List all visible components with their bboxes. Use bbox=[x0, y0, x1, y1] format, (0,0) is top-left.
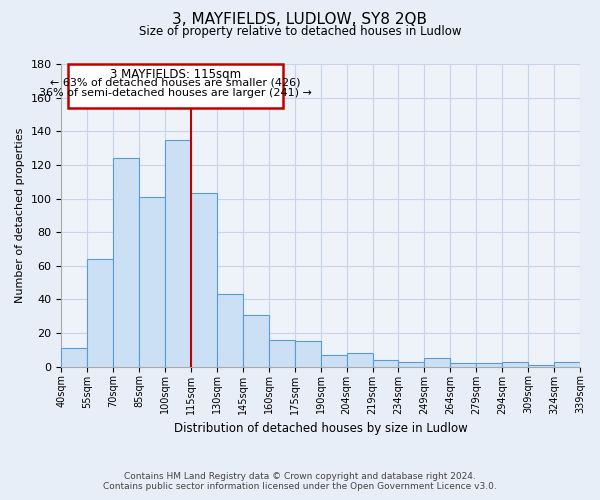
Text: 3, MAYFIELDS, LUDLOW, SY8 2QB: 3, MAYFIELDS, LUDLOW, SY8 2QB bbox=[173, 12, 427, 28]
Text: Size of property relative to detached houses in Ludlow: Size of property relative to detached ho… bbox=[139, 25, 461, 38]
Bar bbox=[373, 360, 398, 366]
Bar bbox=[165, 140, 191, 366]
X-axis label: Distribution of detached houses by size in Ludlow: Distribution of detached houses by size … bbox=[174, 422, 467, 435]
Bar bbox=[398, 362, 424, 366]
Bar bbox=[528, 365, 554, 366]
Bar bbox=[269, 340, 295, 366]
Y-axis label: Number of detached properties: Number of detached properties bbox=[15, 128, 25, 303]
Text: 36% of semi-detached houses are larger (241) →: 36% of semi-detached houses are larger (… bbox=[39, 88, 312, 98]
Bar bbox=[347, 353, 373, 366]
Bar bbox=[68, 64, 283, 108]
Bar bbox=[451, 364, 476, 366]
Bar bbox=[295, 342, 321, 366]
Text: 3 MAYFIELDS: 115sqm: 3 MAYFIELDS: 115sqm bbox=[110, 68, 241, 81]
Bar bbox=[476, 364, 502, 366]
Bar bbox=[139, 197, 165, 366]
Bar bbox=[243, 314, 269, 366]
Text: ← 63% of detached houses are smaller (426): ← 63% of detached houses are smaller (42… bbox=[50, 78, 301, 88]
Bar bbox=[554, 362, 580, 366]
Bar bbox=[321, 355, 347, 366]
Bar bbox=[217, 294, 243, 366]
Bar bbox=[424, 358, 451, 366]
Bar bbox=[61, 348, 88, 366]
Bar bbox=[191, 194, 217, 366]
Bar bbox=[88, 259, 113, 366]
Text: Contains HM Land Registry data © Crown copyright and database right 2024.
Contai: Contains HM Land Registry data © Crown c… bbox=[103, 472, 497, 491]
Bar bbox=[502, 362, 528, 366]
Bar bbox=[113, 158, 139, 366]
